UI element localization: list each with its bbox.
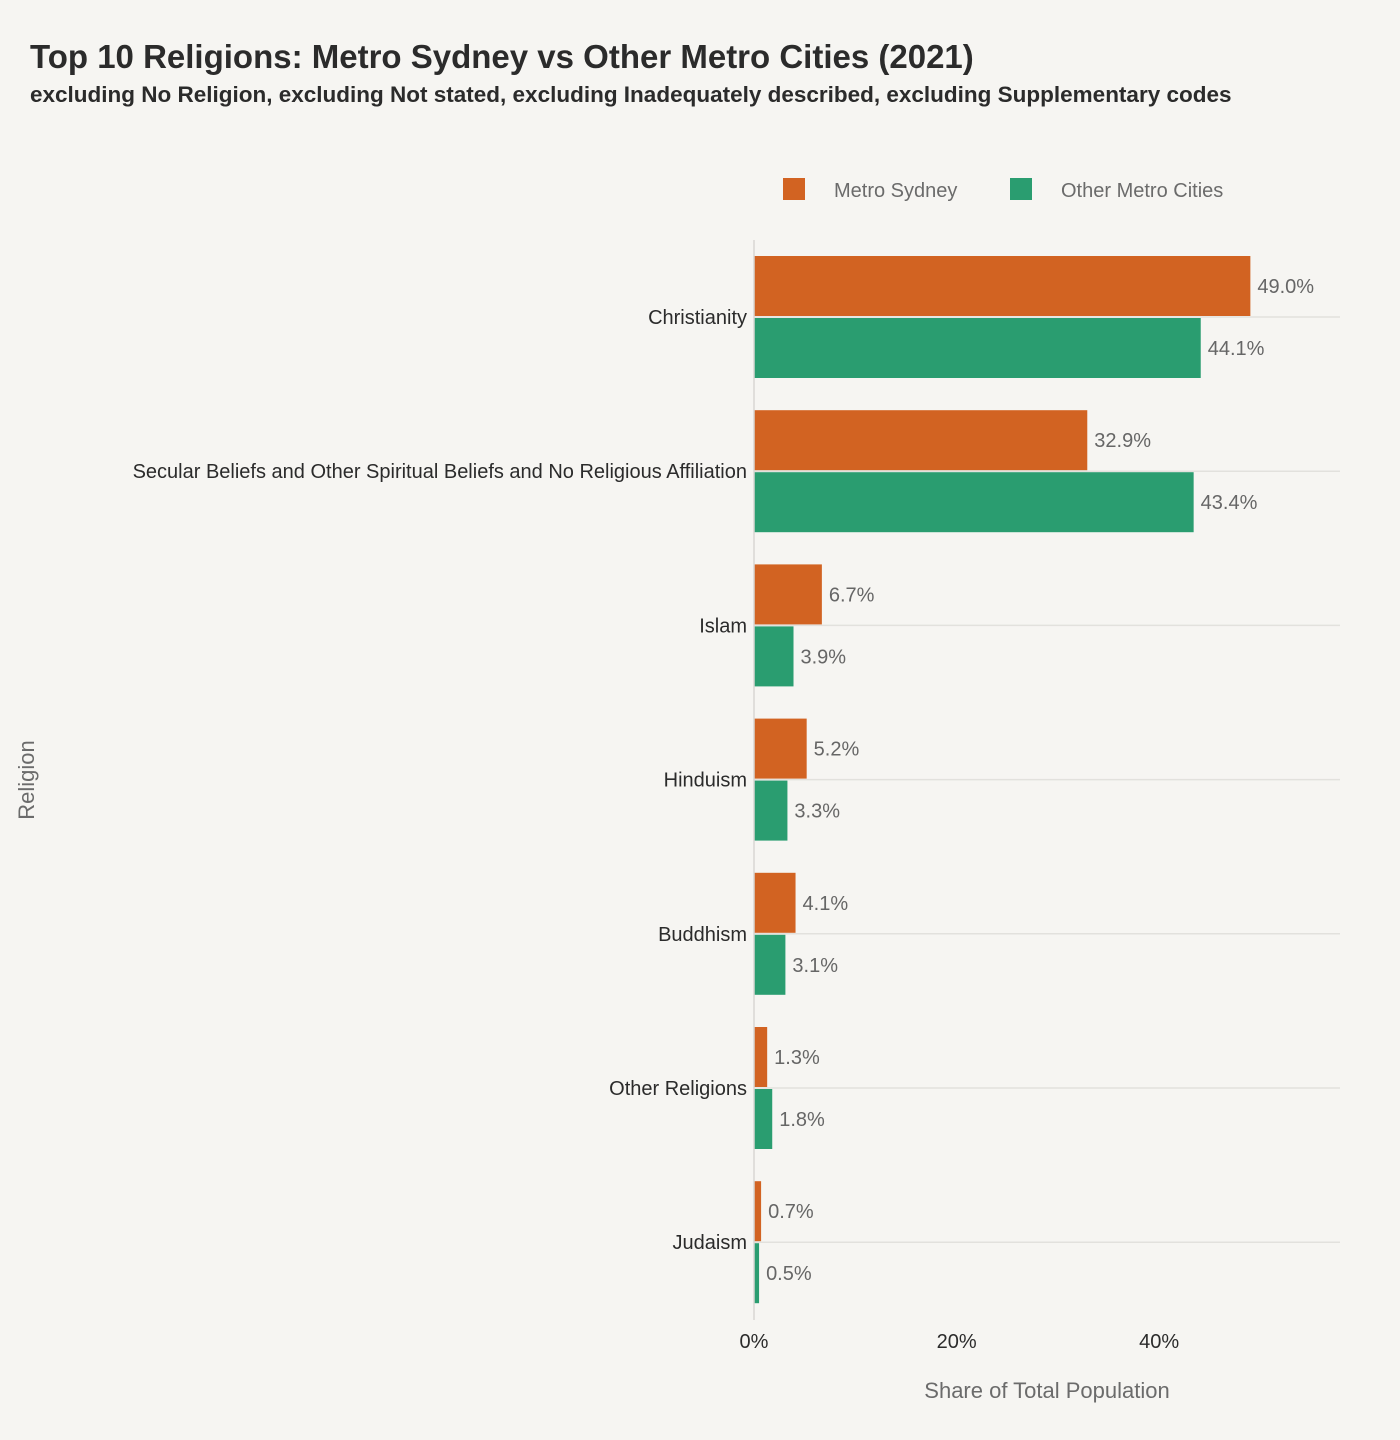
value-label: 0.5% xyxy=(766,1263,812,1285)
bar-other-metro-cities xyxy=(754,1089,773,1149)
legend-swatch xyxy=(1010,178,1032,200)
value-label: 6.7% xyxy=(829,584,875,606)
x-axis-ticks: 0% 20% 40% xyxy=(740,1331,1180,1353)
bars xyxy=(754,256,1251,1304)
value-label: 43.4% xyxy=(1201,492,1258,514)
bar-other-metro-cities xyxy=(754,934,786,995)
bar-metro-sydney xyxy=(754,1027,768,1087)
value-label: 1.8% xyxy=(779,1109,825,1131)
value-label: 49.0% xyxy=(1257,276,1314,298)
bar-metro-sydney xyxy=(754,410,1088,471)
legend-swatch xyxy=(783,178,805,200)
value-label: 3.9% xyxy=(801,646,847,668)
x-tick-label: 0% xyxy=(740,1331,769,1353)
value-label: 3.3% xyxy=(794,801,840,823)
legend: Metro Sydney Other Metro Cities xyxy=(783,178,1223,202)
x-axis-title: Share of Total Population xyxy=(924,1378,1169,1403)
gridlines xyxy=(754,316,1340,1243)
x-tick-label: 20% xyxy=(937,1331,977,1353)
category-label: Hinduism xyxy=(664,770,747,792)
category-labels: Christianity Secular Beliefs and Other Sp… xyxy=(133,307,747,1254)
value-label: 0.7% xyxy=(768,1201,814,1223)
legend-label: Other Metro Cities xyxy=(1061,180,1223,202)
bar-other-metro-cities xyxy=(754,472,1194,533)
bar-metro-sydney xyxy=(754,564,822,625)
chart-title: Top 10 Religions: Metro Sydney vs Other … xyxy=(30,38,974,75)
bar-other-metro-cities xyxy=(754,780,788,841)
value-label: 3.1% xyxy=(792,955,838,977)
bar-metro-sydney xyxy=(754,1181,762,1242)
bar-metro-sydney xyxy=(754,718,807,779)
bar-other-metro-cities xyxy=(754,318,1201,378)
bar-other-metro-cities xyxy=(754,1243,760,1304)
value-label: 44.1% xyxy=(1208,338,1265,360)
category-label: Islam xyxy=(699,615,747,637)
bar-metro-sydney xyxy=(754,872,796,933)
category-label: Judaism xyxy=(673,1232,747,1254)
category-label: Buddhism xyxy=(658,924,747,946)
x-tick-label: 40% xyxy=(1139,1331,1179,1353)
value-label: 4.1% xyxy=(803,893,849,915)
value-label: 5.2% xyxy=(814,739,860,761)
chart-subtitle: excluding No Religion, excluding Not sta… xyxy=(30,82,1232,107)
category-label: Christianity xyxy=(648,307,747,329)
legend-label: Metro Sydney xyxy=(834,180,957,202)
value-label: 32.9% xyxy=(1094,430,1151,452)
value-label: 1.3% xyxy=(774,1047,820,1069)
value-labels: 49.0% 44.1% 32.9% 43.4% 6.7% 3.9% 5.2% 3.3% 4.1%… xyxy=(766,276,1314,1285)
category-label: Secular Beliefs and Other Spiritual Beli… xyxy=(133,461,747,483)
bar-metro-sydney xyxy=(754,256,1251,316)
y-axis-title: Religion xyxy=(14,740,39,820)
bar-other-metro-cities xyxy=(754,626,794,687)
category-label: Other Religions xyxy=(609,1078,747,1100)
